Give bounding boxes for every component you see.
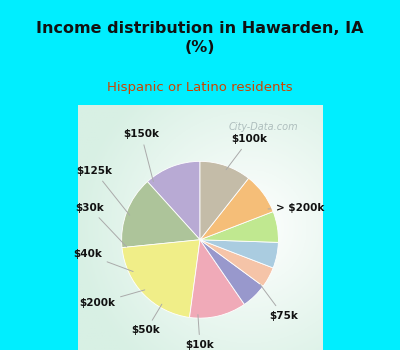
Wedge shape: [200, 240, 278, 268]
Text: Income distribution in Hawarden, IA
(%): Income distribution in Hawarden, IA (%): [36, 21, 364, 55]
Text: $75k: $75k: [260, 284, 298, 321]
Wedge shape: [200, 178, 273, 240]
Wedge shape: [122, 240, 200, 317]
Text: $200k: $200k: [79, 290, 145, 308]
Wedge shape: [122, 182, 200, 247]
Wedge shape: [200, 211, 278, 242]
Text: > $200k: > $200k: [268, 203, 325, 213]
Text: Hispanic or Latino residents: Hispanic or Latino residents: [107, 82, 293, 95]
Wedge shape: [200, 161, 248, 240]
Wedge shape: [200, 240, 263, 304]
Wedge shape: [200, 240, 273, 286]
Text: City-Data.com: City-Data.com: [229, 122, 298, 132]
Text: $10k: $10k: [186, 315, 214, 350]
Text: $50k: $50k: [132, 304, 162, 335]
Text: $100k: $100k: [226, 134, 267, 170]
Wedge shape: [148, 161, 200, 240]
Text: $125k: $125k: [77, 166, 130, 215]
Text: $150k: $150k: [123, 130, 159, 182]
Text: $40k: $40k: [73, 250, 133, 272]
Wedge shape: [190, 240, 244, 318]
Text: $30k: $30k: [75, 203, 126, 247]
